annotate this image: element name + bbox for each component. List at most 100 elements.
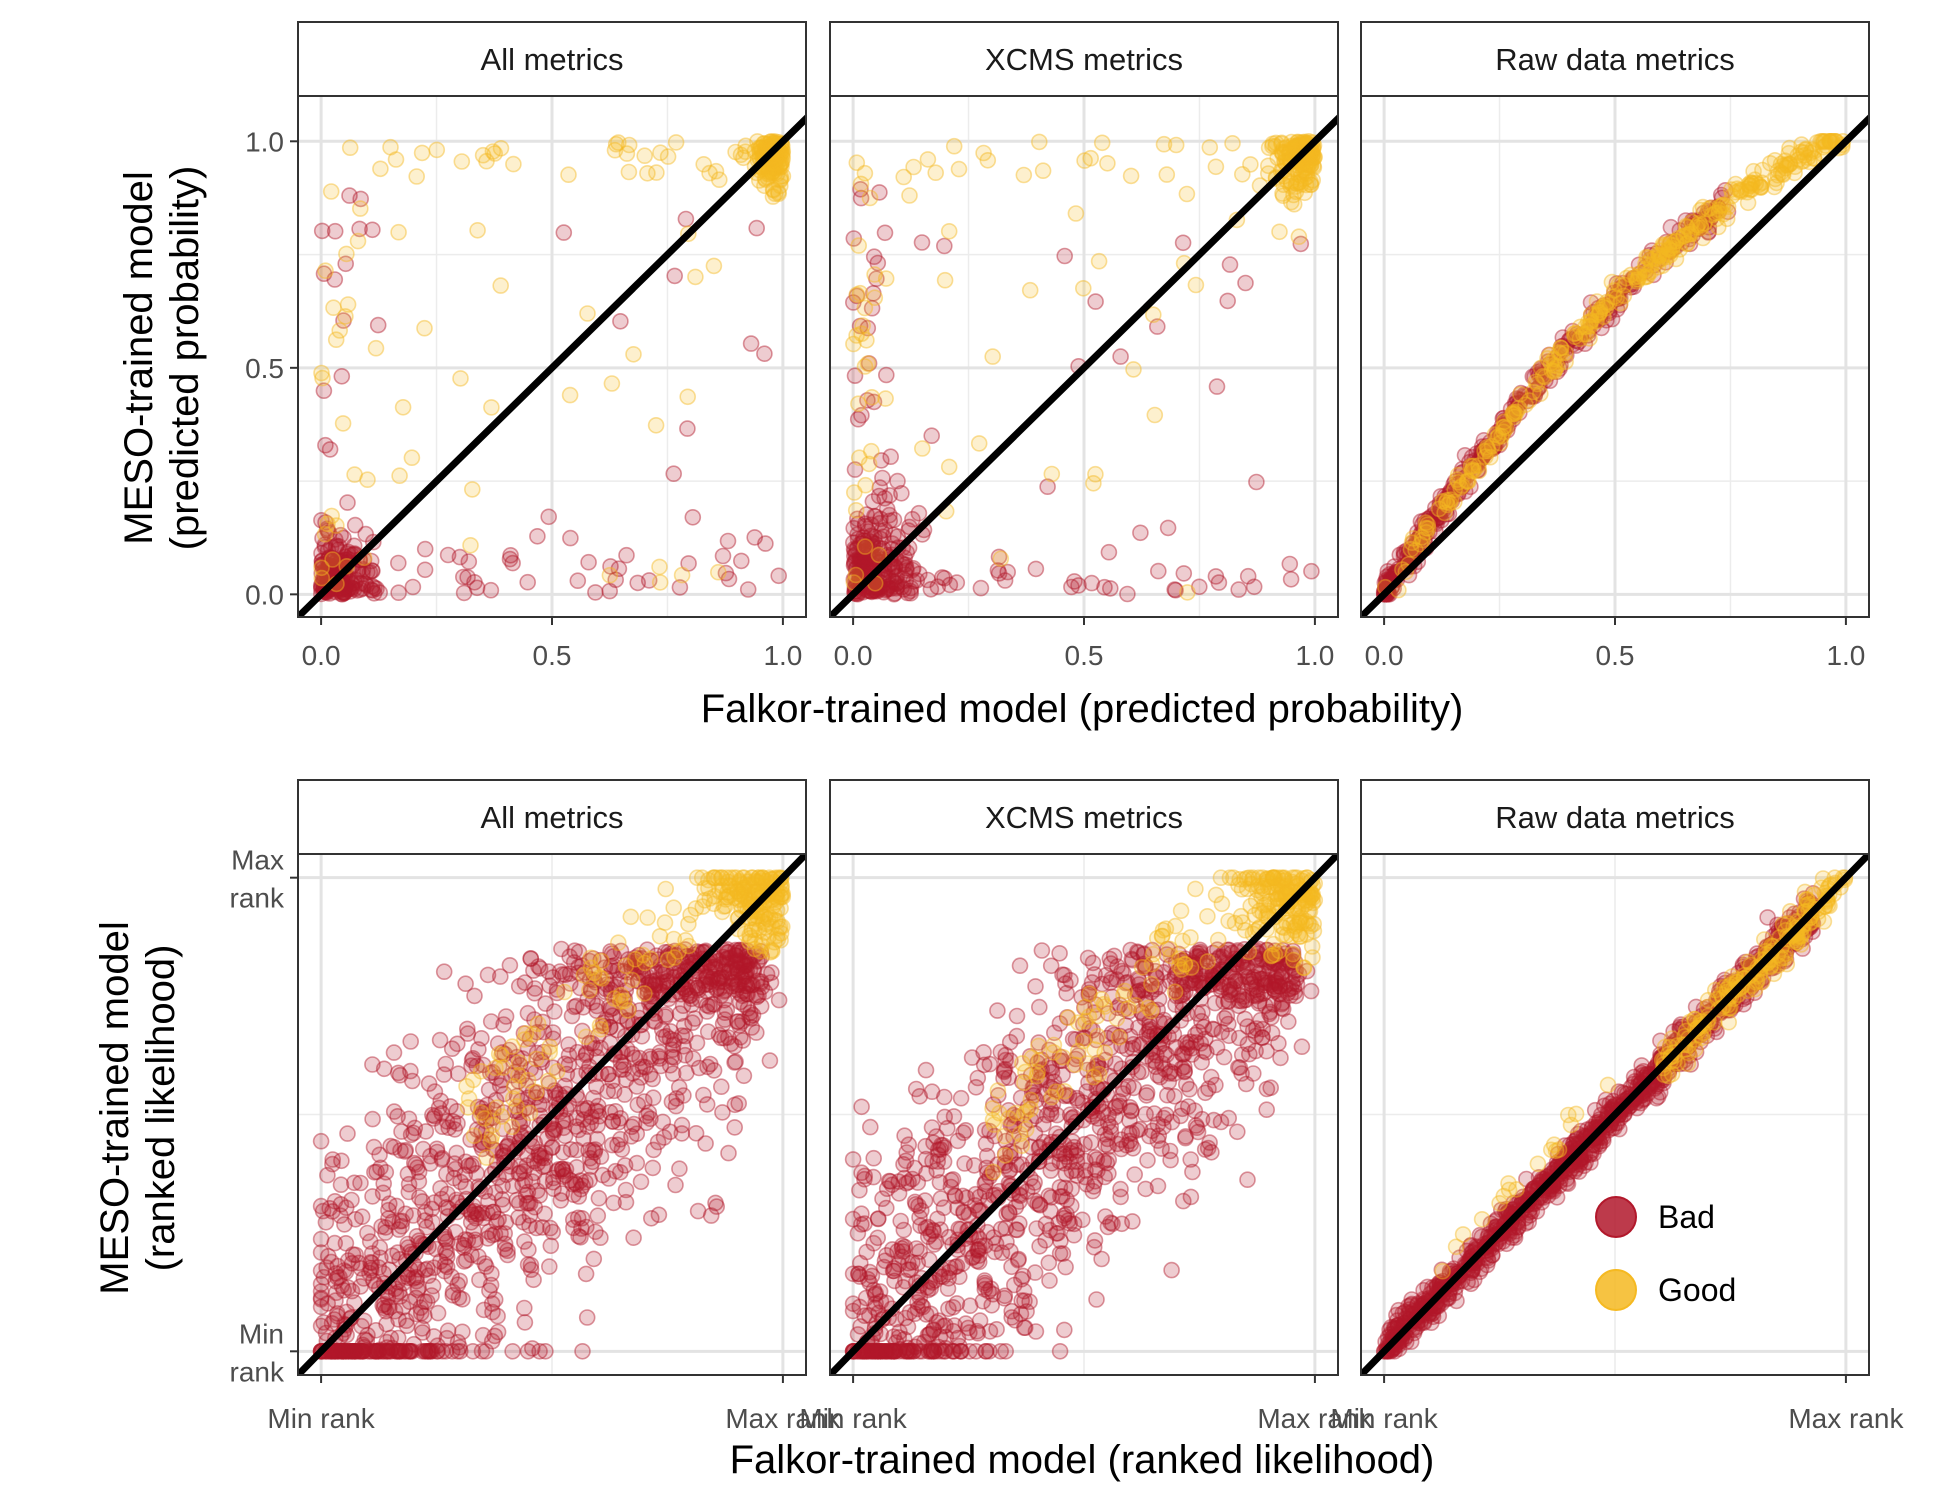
point-bad xyxy=(623,958,640,976)
point-bad xyxy=(1533,366,1551,384)
point-bad xyxy=(401,1343,418,1360)
point-bad xyxy=(375,1343,393,1360)
point-bad xyxy=(1431,494,1449,512)
point-bad xyxy=(922,580,940,598)
point-good xyxy=(428,141,446,159)
point-good xyxy=(1076,152,1093,169)
point-bad xyxy=(312,1291,330,1308)
point-bad xyxy=(1579,326,1597,344)
point-bad xyxy=(704,995,721,1013)
point-bad xyxy=(727,1053,744,1070)
point-bad xyxy=(1449,485,1467,502)
point-bad xyxy=(733,954,751,972)
point-bad xyxy=(885,526,902,544)
point-bad xyxy=(863,299,881,317)
point-bad xyxy=(612,312,629,330)
point-bad xyxy=(476,1255,494,1272)
point-bad xyxy=(1419,519,1437,537)
point-bad xyxy=(389,554,407,572)
point-bad xyxy=(1553,342,1571,359)
point-bad xyxy=(412,1299,430,1316)
point-bad xyxy=(1102,580,1119,597)
point-good xyxy=(1470,457,1487,474)
point-bad xyxy=(409,1261,427,1278)
point-bad xyxy=(1429,509,1446,527)
point-bad xyxy=(537,1343,554,1360)
point-good xyxy=(1486,426,1504,443)
point-good xyxy=(505,1078,523,1095)
point-bad xyxy=(867,508,885,525)
point-bad xyxy=(560,1036,577,1053)
point-good xyxy=(759,165,777,183)
point-bad xyxy=(566,998,583,1016)
point-bad xyxy=(382,1137,399,1155)
point-bad xyxy=(323,549,341,567)
point-bad xyxy=(505,1127,523,1145)
point-bad xyxy=(747,946,764,964)
point-good xyxy=(1013,1137,1031,1154)
point-good xyxy=(1085,474,1102,492)
point-bad xyxy=(930,1312,948,1329)
point-good xyxy=(763,164,781,181)
point-good xyxy=(1546,363,1563,381)
point-bad xyxy=(708,980,725,998)
point-bad xyxy=(739,985,756,1003)
point-good xyxy=(1477,448,1494,466)
point-good xyxy=(639,165,656,182)
point-bad xyxy=(727,941,744,959)
point-bad xyxy=(389,1064,407,1082)
point-bad xyxy=(421,1155,439,1172)
point-bad xyxy=(618,546,635,564)
point-bad xyxy=(438,1329,456,1347)
point-bad xyxy=(388,1343,406,1360)
point-bad xyxy=(867,551,884,568)
point-bad xyxy=(422,1343,439,1360)
point-bad xyxy=(871,578,889,596)
point-bad xyxy=(1083,574,1100,592)
point-bad xyxy=(1174,234,1192,252)
point-bad xyxy=(714,973,732,991)
point-good xyxy=(463,481,481,498)
point-bad xyxy=(648,971,666,989)
point-bad xyxy=(1456,446,1474,464)
point-good xyxy=(1786,158,1804,175)
point-good xyxy=(1659,245,1676,263)
point-bad xyxy=(438,1244,456,1261)
point-bad xyxy=(423,1287,440,1304)
point-bad xyxy=(905,573,922,590)
point-good xyxy=(763,942,781,960)
point-bad xyxy=(598,976,616,993)
point-bad xyxy=(652,1057,670,1075)
point-good xyxy=(847,566,865,584)
point-bad xyxy=(849,526,866,543)
point-bad xyxy=(339,1252,357,1269)
point-good xyxy=(852,175,870,193)
point-bad xyxy=(361,1264,378,1282)
point-good xyxy=(1463,462,1481,480)
point-bad xyxy=(902,582,919,600)
point-bad xyxy=(565,1186,583,1203)
point-bad xyxy=(1490,422,1508,440)
point-bad xyxy=(520,1194,537,1212)
point-bad xyxy=(673,952,691,970)
point-bad xyxy=(852,562,869,579)
point-bad xyxy=(587,973,604,991)
point-bad xyxy=(447,1160,464,1178)
point-bad xyxy=(393,1343,411,1360)
point-bad xyxy=(1431,505,1449,522)
point-bad xyxy=(1700,218,1718,236)
point-good xyxy=(1085,1068,1102,1086)
point-bad xyxy=(1517,387,1534,404)
point-bad xyxy=(552,1192,570,1209)
point-bad xyxy=(489,1323,507,1341)
point-bad xyxy=(1292,235,1310,253)
point-bad xyxy=(1518,392,1536,410)
point-good xyxy=(1099,155,1116,172)
point-bad xyxy=(1463,448,1481,466)
point-bad xyxy=(642,1110,659,1127)
point-bad xyxy=(522,950,540,968)
point-bad xyxy=(397,1312,415,1329)
point-bad xyxy=(1100,1106,1117,1124)
point-bad xyxy=(399,1235,417,1253)
